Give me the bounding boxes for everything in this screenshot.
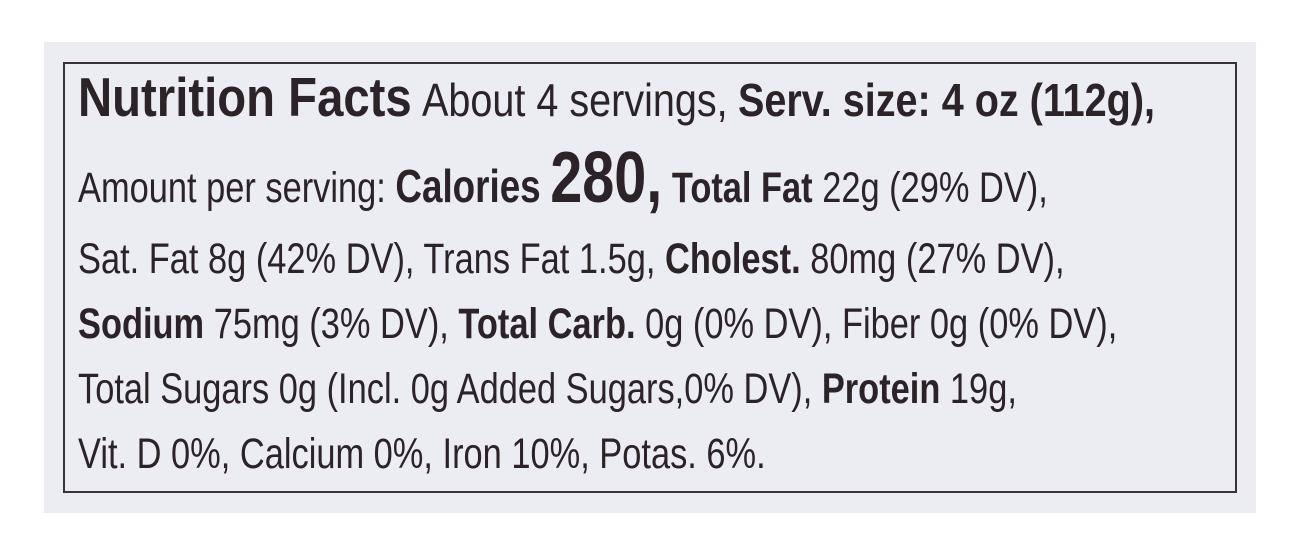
text: Vit. D 0%, Calcium 0%, Iron 10%, Potas. … xyxy=(78,430,766,478)
bold-text: Serv. size: 4 oz (112g), xyxy=(737,74,1155,126)
line-3: Sat. Fat 8g (42% DV), Trans Fat 1.5g, Ch… xyxy=(78,238,1065,281)
label-border xyxy=(63,62,1237,493)
line-4: Sodium 75mg (3% DV), Total Carb. 0g (0% … xyxy=(78,303,1117,346)
text: Sat. Fat 8g (42% DV), Trans Fat 1.5g, xyxy=(78,235,656,283)
line-6: Vit. D 0%, Calcium 0%, Iron 10%, Potas. … xyxy=(78,433,766,476)
bold-text: Cholest. xyxy=(664,235,801,283)
bold-text: Total Carb. xyxy=(458,300,636,348)
calories-value: 280, xyxy=(550,138,663,218)
line-5: Total Sugars 0g (Incl. 0g Added Sugars,0… xyxy=(78,368,1017,411)
line-2: Amount per serving: Calories 280, Total … xyxy=(78,142,1048,214)
label-background xyxy=(44,42,1256,513)
line-1: Nutrition Facts About 4 servings, Serv. … xyxy=(78,70,1155,125)
text: Amount per serving: xyxy=(78,164,386,212)
text: About 4 servings, xyxy=(422,74,728,126)
text: Total Sugars 0g (Incl. 0g Added Sugars,0… xyxy=(78,365,813,413)
bold-text: Sodium xyxy=(78,300,205,348)
text: 75mg (3% DV), xyxy=(213,300,449,348)
bold-text: Protein xyxy=(821,365,941,413)
text: 19g, xyxy=(949,365,1017,413)
heading: Nutrition Facts xyxy=(78,66,412,128)
bold-text: Calories xyxy=(395,160,541,212)
bold-text: Total Fat xyxy=(671,164,813,212)
text: 0g (0% DV), Fiber 0g (0% DV), xyxy=(645,300,1118,348)
text: 80mg (27% DV), xyxy=(810,235,1065,283)
text: 22g (29% DV), xyxy=(822,164,1048,212)
